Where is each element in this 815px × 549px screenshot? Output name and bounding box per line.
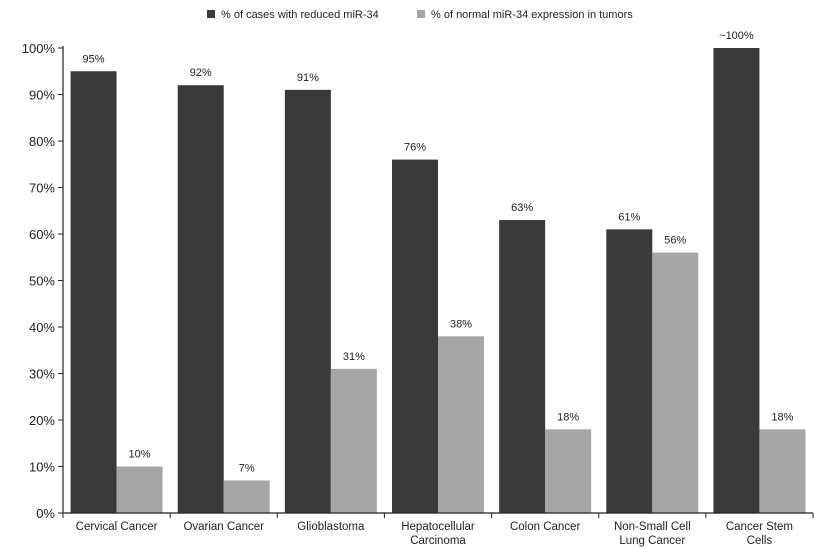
x-tick-label: Colon Cancer <box>510 521 580 533</box>
x-tick-label: Glioblastoma <box>297 521 365 533</box>
data-label: 95% <box>83 53 105 65</box>
data-label: 10% <box>129 449 151 461</box>
legend: % of cases with reduced miR-34 % of norma… <box>207 9 633 21</box>
x-tick-label: Lung Cancer <box>619 535 685 547</box>
x-tick-label: Hepatocellular <box>401 521 475 533</box>
data-label: 31% <box>343 351 365 363</box>
legend-swatch <box>417 10 425 18</box>
y-tick-label: 60% <box>29 227 55 242</box>
y-tick-label: 20% <box>29 413 55 428</box>
bar <box>759 429 806 513</box>
data-label: 91% <box>297 72 319 84</box>
data-label: 61% <box>618 211 640 223</box>
legend-swatch <box>207 10 215 18</box>
bar <box>330 368 377 513</box>
x-tick-label: Cervical Cancer <box>76 521 158 533</box>
data-label: 7% <box>239 462 255 474</box>
data-label: 56% <box>664 235 686 247</box>
data-label: 38% <box>450 318 472 330</box>
bar <box>438 336 484 513</box>
x-tick-label: Non-Small Cell <box>614 521 691 533</box>
bar <box>545 429 592 513</box>
y-tick-label: 70% <box>29 181 55 196</box>
bar <box>606 229 653 513</box>
data-label: 92% <box>190 67 212 79</box>
bar <box>70 71 117 513</box>
bar <box>392 159 438 513</box>
x-tick-label: Ovarian Cancer <box>183 521 264 533</box>
bar <box>177 85 224 513</box>
x-axis: Cervical Cancer Ovarian Cancer Glioblastom… <box>62 512 814 547</box>
bar <box>284 89 331 513</box>
x-tick-label: Cells <box>747 535 773 547</box>
y-tick-label: 100% <box>22 41 56 56</box>
bar <box>116 466 163 513</box>
data-label: 18% <box>771 411 793 423</box>
y-tick-label: 50% <box>29 274 55 289</box>
legend-label: % of normal miR-34 expression in tumors <box>431 9 633 21</box>
data-label: 76% <box>404 142 426 154</box>
bar <box>713 48 760 513</box>
bar <box>223 480 270 513</box>
x-tick-label: Cancer Stem <box>726 521 793 533</box>
bar <box>652 252 699 513</box>
data-label: ~100% <box>719 30 754 42</box>
bar <box>499 220 546 514</box>
y-axis: 0% 10% 20% 30% 40% 50% 60% 70% 80% 90% 100% <box>22 41 64 521</box>
y-tick-label: 30% <box>29 367 55 382</box>
y-tick-label: 0% <box>36 506 55 521</box>
y-tick-label: 40% <box>29 320 55 335</box>
y-tick-label: 80% <box>29 134 55 149</box>
data-label: 18% <box>557 411 579 423</box>
y-tick-label: 10% <box>29 460 55 475</box>
y-tick-label: 90% <box>29 88 55 103</box>
data-label: 63% <box>511 202 533 214</box>
bars: 95% 10% 92% 7% 91% 31% 76% 38% 63% 18% 61% 56% ~100%… <box>70 30 806 514</box>
legend-label: % of cases with reduced miR-34 <box>221 9 379 21</box>
x-tick-label: Carcinoma <box>410 535 466 547</box>
